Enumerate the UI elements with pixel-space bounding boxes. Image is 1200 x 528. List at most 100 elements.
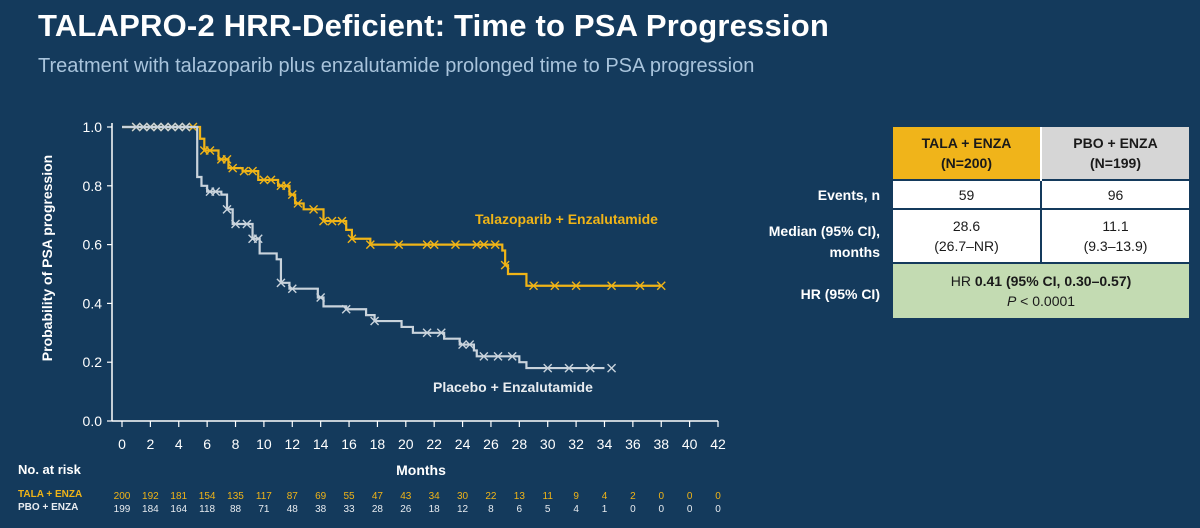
risk-value-tala: 181 [170, 491, 187, 502]
censor-mark-pbo [131, 122, 141, 132]
x-tick-label: 12 [284, 436, 300, 452]
censor-mark-pbo [465, 340, 475, 350]
events-label: Events, n [817, 187, 880, 203]
y-tick-label: 0.0 [83, 413, 103, 429]
censor-mark-tala [259, 175, 269, 185]
x-tick-label: 24 [455, 436, 471, 452]
y-tick-label: 0.4 [83, 295, 103, 311]
censor-mark-pbo [138, 122, 148, 132]
x-axis-label: Months [396, 462, 446, 478]
p-value-line: P < 0.0001 [893, 291, 1189, 311]
censor-mark-pbo [231, 219, 241, 229]
censor-mark-tala [365, 240, 375, 250]
risk-value-tala: 13 [514, 491, 526, 502]
x-tick-label: 4 [175, 436, 183, 452]
risk-value-tala: 69 [315, 491, 327, 502]
risk-value-tala: 0 [715, 491, 721, 502]
censor-mark-pbo [607, 363, 617, 373]
censor-mark-tala [287, 190, 297, 200]
median-label: Median (95% CI), months [769, 221, 880, 263]
censor-mark-tala [337, 216, 347, 226]
risk-value-pbo: 18 [429, 504, 441, 515]
risk-value-tala: 55 [343, 491, 355, 502]
risk-value-tala: 117 [256, 491, 272, 502]
hr-line: HR 0.41 (95% CI, 0.30–0.57) [893, 271, 1189, 291]
risk-value-tala: 30 [457, 491, 469, 502]
y-tick-label: 1.0 [83, 119, 103, 135]
censor-mark-pbo [167, 122, 177, 132]
censor-mark-pbo [242, 219, 252, 229]
risk-table-title: No. at risk [18, 462, 81, 477]
censor-mark-pbo [174, 122, 184, 132]
median-pbo-value: 11.1 [1102, 218, 1129, 234]
censor-mark-pbo [493, 351, 503, 361]
risk-value-pbo: 71 [258, 504, 270, 515]
risk-value-pbo: 48 [287, 504, 299, 515]
risk-value-tala: 0 [687, 491, 693, 502]
risk-value-pbo: 164 [170, 504, 187, 515]
censor-mark-tala [429, 240, 439, 250]
x-tick-label: 22 [426, 436, 442, 452]
censor-mark-pbo [543, 363, 553, 373]
x-tick-label: 18 [370, 436, 386, 452]
censor-mark-tala [239, 166, 249, 176]
censor-mark-tala [656, 281, 666, 291]
risk-value-tala: 4 [602, 491, 608, 502]
header-pbo-line2: (N=199) [1090, 155, 1141, 171]
censor-mark-tala [479, 240, 489, 250]
risk-value-pbo: 199 [114, 504, 131, 515]
risk-value-pbo: 8 [488, 504, 494, 515]
censor-mark-pbo [564, 363, 574, 373]
x-tick-label: 42 [710, 436, 726, 452]
censor-mark-tala [422, 240, 432, 250]
risk-value-pbo: 38 [315, 504, 327, 515]
censor-mark-pbo [479, 351, 489, 361]
risk-value-tala: 2 [630, 491, 636, 502]
risk-value-tala: 34 [429, 491, 441, 502]
x-tick-label: 2 [146, 436, 154, 452]
censor-mark-pbo [145, 122, 155, 132]
risk-value-pbo: 0 [630, 504, 636, 515]
p-symbol: P [1006, 293, 1017, 309]
x-tick-label: 38 [653, 436, 669, 452]
censor-mark-tala [571, 281, 581, 291]
summary-table: TALA + ENZA (N=200) PBO + ENZA (N=199) 5… [893, 127, 1189, 318]
y-tick-label: 0.6 [83, 237, 103, 253]
series-label-tala: Talazoparib + Enzalutamide [475, 211, 658, 227]
censor-mark-pbo [211, 187, 221, 197]
censor-mark-tala [500, 260, 510, 270]
y-axis-label: Probability of PSA progression [39, 154, 55, 362]
risk-value-pbo: 28 [372, 504, 384, 515]
x-tick-label: 8 [232, 436, 240, 452]
risk-value-pbo: 26 [400, 504, 412, 515]
censor-mark-tala [472, 240, 482, 250]
risk-value-pbo: 118 [199, 504, 215, 515]
censor-mark-pbo [507, 351, 517, 361]
censor-mark-tala [635, 281, 645, 291]
hazard-ratio-cell: HR 0.41 (95% CI, 0.30–0.57) P < 0.0001 [893, 262, 1189, 318]
risk-value-tala: 11 [543, 491, 554, 502]
censor-mark-tala [266, 175, 276, 185]
censor-mark-tala [282, 181, 292, 191]
risk-value-tala: 22 [485, 491, 497, 502]
median-tala-cell: 28.6 (26.7–NR) [893, 208, 1041, 263]
censor-mark-tala [319, 216, 328, 226]
censor-mark-tala [205, 146, 215, 156]
header-tala-line2: (N=200) [941, 155, 992, 171]
hr-value: 0.41 (95% CI, 0.30–0.57) [974, 273, 1132, 289]
x-tick-label: 20 [398, 436, 414, 452]
censor-mark-pbo [316, 293, 326, 303]
risk-value-pbo: 0 [687, 504, 693, 515]
risk-value-pbo: 0 [658, 504, 664, 515]
censor-mark-pbo [152, 122, 162, 132]
header-pbo-line1: PBO + ENZA [1073, 135, 1158, 151]
risk-value-tala: 200 [114, 491, 131, 502]
risk-value-tala: 9 [573, 491, 579, 502]
censor-mark-pbo [276, 278, 286, 288]
risk-value-pbo: 184 [142, 504, 159, 515]
x-tick-label: 40 [682, 436, 698, 452]
risk-value-pbo: 88 [230, 504, 242, 515]
censor-mark-tala [607, 281, 617, 291]
risk-value-tala: 47 [372, 491, 384, 502]
